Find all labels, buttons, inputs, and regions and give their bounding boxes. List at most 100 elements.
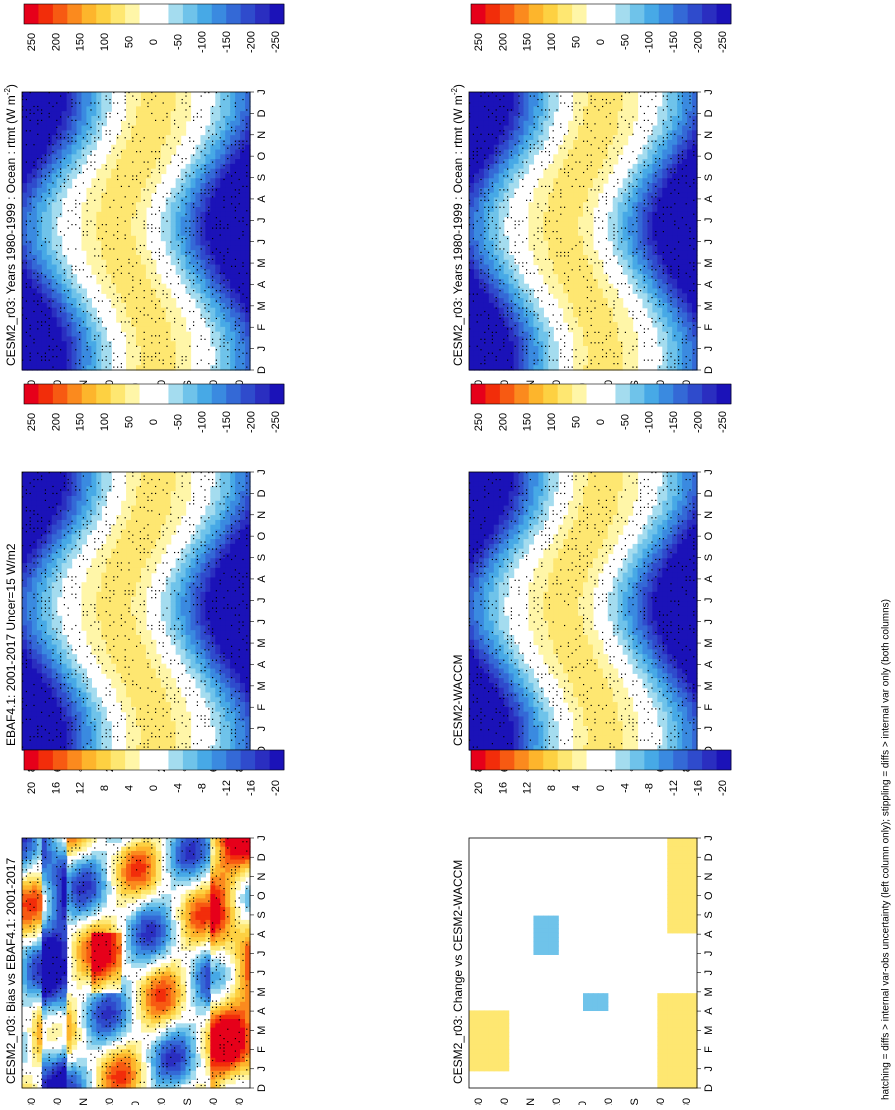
- stipple-dot: [235, 210, 236, 211]
- heat-cell: [220, 289, 226, 294]
- stipple-dot: [155, 151, 156, 152]
- heat-cell: [519, 274, 525, 279]
- heat-cell: [171, 255, 177, 260]
- heat-cell: [479, 207, 485, 212]
- heat-cell: [489, 221, 495, 226]
- heat-cell: [22, 327, 28, 332]
- heat-cell: [528, 92, 534, 97]
- heat-cell: [633, 265, 639, 270]
- stipple-dot: [49, 283, 50, 284]
- heat-cell: [220, 178, 226, 183]
- heat-cell: [205, 289, 211, 294]
- heat-cell: [101, 207, 107, 212]
- heat-cell: [42, 226, 48, 231]
- heat-cell: [598, 169, 604, 174]
- heat-cell: [603, 303, 609, 308]
- stipple-dot: [159, 210, 160, 211]
- stipple-dot: [41, 175, 42, 176]
- heat-cell: [469, 336, 475, 341]
- heat-cell: [235, 231, 241, 236]
- heat-cell: [121, 217, 127, 222]
- heat-cell: [568, 245, 574, 250]
- stipple-dot: [90, 165, 91, 166]
- heat-cell: [548, 279, 554, 284]
- heat-cell: [126, 178, 132, 183]
- heat-cell: [72, 289, 78, 294]
- heat-cell: [499, 111, 505, 116]
- stipple-dot: [166, 276, 167, 277]
- heat-cell: [191, 260, 197, 265]
- stipple-dot: [49, 203, 50, 204]
- heat-cell: [111, 217, 117, 222]
- heat-cell: [161, 159, 167, 164]
- heat-cell: [171, 351, 177, 356]
- stipple-dot: [212, 186, 213, 187]
- heat-cell: [42, 231, 48, 236]
- heat-cell: [479, 92, 485, 97]
- heat-cell: [210, 106, 216, 111]
- heat-cell: [484, 298, 490, 303]
- heat-cell: [141, 102, 147, 107]
- heat-cell: [489, 303, 495, 308]
- heat-cell: [181, 274, 187, 279]
- heat-cell: [171, 336, 177, 341]
- stipple-dot: [83, 262, 84, 263]
- heat-cell: [96, 322, 102, 327]
- heat-cell: [81, 226, 87, 231]
- heat-cell: [608, 231, 614, 236]
- heat-cell: [91, 111, 97, 116]
- heat-cell: [628, 341, 634, 346]
- heat-cell: [220, 327, 226, 332]
- heat-cell: [608, 293, 614, 298]
- heat-cell: [623, 322, 629, 327]
- heat-cell: [618, 332, 624, 337]
- heat-cell: [225, 317, 231, 322]
- heat-cell: [489, 92, 495, 97]
- heat-cell: [558, 197, 564, 202]
- heat-cell: [563, 221, 569, 226]
- heat-cell: [121, 145, 127, 150]
- stipple-dot: [75, 349, 76, 350]
- heat-cell: [504, 312, 510, 317]
- stipple-dot: [185, 356, 186, 357]
- heat-cell: [37, 332, 43, 337]
- heat-cell: [210, 245, 216, 250]
- heat-cell: [27, 269, 33, 274]
- stipple-dot: [227, 158, 228, 159]
- heat-cell: [77, 346, 83, 351]
- heat-cell: [210, 221, 216, 226]
- heat-cell: [489, 173, 495, 178]
- heat-cell: [588, 116, 594, 121]
- heat-cell: [553, 97, 559, 102]
- heat-cell: [479, 135, 485, 140]
- heat-cell: [121, 212, 127, 217]
- heat-cell: [489, 312, 495, 317]
- heat-cell: [42, 308, 48, 313]
- heat-cell: [67, 92, 73, 97]
- stipple-dot: [144, 360, 145, 361]
- heat-cell: [489, 106, 495, 111]
- stipple-dot: [163, 196, 164, 197]
- heat-cell: [608, 327, 614, 332]
- stipple-dot: [189, 328, 190, 329]
- stipple-dot: [159, 335, 160, 336]
- stipple-dot: [242, 342, 243, 343]
- heat-cell: [215, 241, 221, 246]
- heat-cell: [628, 317, 634, 322]
- heat-cell: [598, 269, 604, 274]
- stipple-dot: [109, 311, 110, 312]
- heat-cell: [220, 336, 226, 341]
- stipple-dot: [87, 346, 88, 347]
- stipple-dot: [220, 127, 221, 128]
- stipple-dot: [45, 179, 46, 180]
- heat-cell: [494, 289, 500, 294]
- heat-cell: [489, 289, 495, 294]
- heat-cell: [220, 274, 226, 279]
- stipple-dot: [242, 353, 243, 354]
- heat-cell: [489, 202, 495, 207]
- heat-cell: [106, 183, 112, 188]
- heat-cell: [171, 346, 177, 351]
- heat-cell: [543, 269, 549, 274]
- stipple-dot: [128, 123, 129, 124]
- heat-cell: [558, 274, 564, 279]
